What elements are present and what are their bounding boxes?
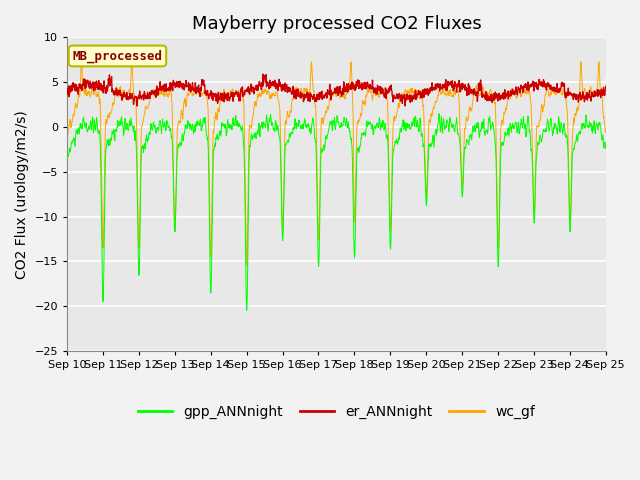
Legend: gpp_ANNnight, er_ANNnight, wc_gf: gpp_ANNnight, er_ANNnight, wc_gf xyxy=(132,399,541,424)
Text: MB_processed: MB_processed xyxy=(72,49,163,62)
Title: Mayberry processed CO2 Fluxes: Mayberry processed CO2 Fluxes xyxy=(191,15,481,33)
Y-axis label: CO2 Flux (urology/m2/s): CO2 Flux (urology/m2/s) xyxy=(15,110,29,278)
